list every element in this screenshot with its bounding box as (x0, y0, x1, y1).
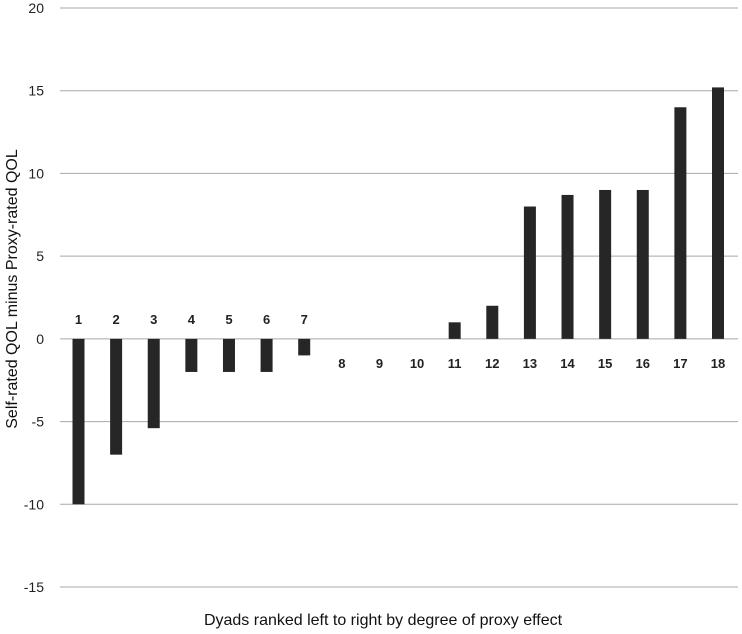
category-label: 15 (598, 356, 612, 371)
bar-dyad-11 (448, 322, 461, 339)
bar-dyad-7 (298, 338, 311, 356)
bar-dyad-17 (674, 107, 687, 339)
y-tick-label: -15 (24, 579, 44, 595)
y-tick-label: 10 (28, 165, 44, 181)
category-label: 4 (188, 312, 196, 327)
category-label: 9 (376, 356, 383, 371)
bar-dyad-16 (636, 189, 649, 339)
category-label: 13 (523, 356, 537, 371)
category-label: 14 (560, 356, 575, 371)
category-label: 6 (263, 312, 270, 327)
category-label: 11 (448, 356, 462, 371)
category-labels: 1 2 3 4 5 6 78 9 10 11 12 13 14 15 16 17 18 (75, 312, 725, 371)
y-tick-label: 15 (28, 83, 44, 99)
category-label: 17 (673, 356, 687, 371)
category-label: 12 (485, 356, 499, 371)
category-label: 7 (301, 312, 308, 327)
y-tick-label: 0 (36, 331, 44, 347)
bar-dyad-4 (185, 338, 198, 372)
bar-dyad-1 (72, 338, 85, 505)
bar-dyad-3 (147, 338, 160, 429)
bar-dyad-6 (260, 338, 273, 372)
bar-dyad-13 (523, 206, 536, 339)
category-label: 3 (150, 312, 157, 327)
bar-dyad-5 (222, 338, 235, 372)
y-tick-label: -10 (24, 496, 44, 512)
category-label: 10 (410, 356, 424, 371)
bar-dyad-12 (486, 305, 499, 339)
gridlines (60, 7, 738, 588)
category-label: 8 (338, 356, 345, 371)
y-tick-label: -5 (32, 414, 45, 430)
category-label: 16 (636, 356, 650, 371)
bars (72, 87, 724, 505)
bar-dyad-18 (712, 87, 724, 339)
y-tick-label: 5 (36, 248, 44, 264)
bar-dyad-2 (110, 338, 123, 455)
bar-dyad-15 (599, 189, 612, 339)
y-axis-label: Self-rated QOL minus Proxy-rated QOL (4, 149, 21, 429)
category-label: 18 (711, 356, 725, 371)
category-label: 1 (75, 312, 82, 327)
category-label: 5 (225, 312, 232, 327)
y-axis-ticks: 20 15 10 5 0 -5 -10 -15 (24, 0, 44, 595)
x-axis-label: Dyads ranked left to right by degree of … (204, 612, 563, 629)
category-label: 2 (113, 312, 120, 327)
bar-dyad-14 (561, 194, 574, 339)
y-tick-label: 20 (28, 0, 44, 16)
